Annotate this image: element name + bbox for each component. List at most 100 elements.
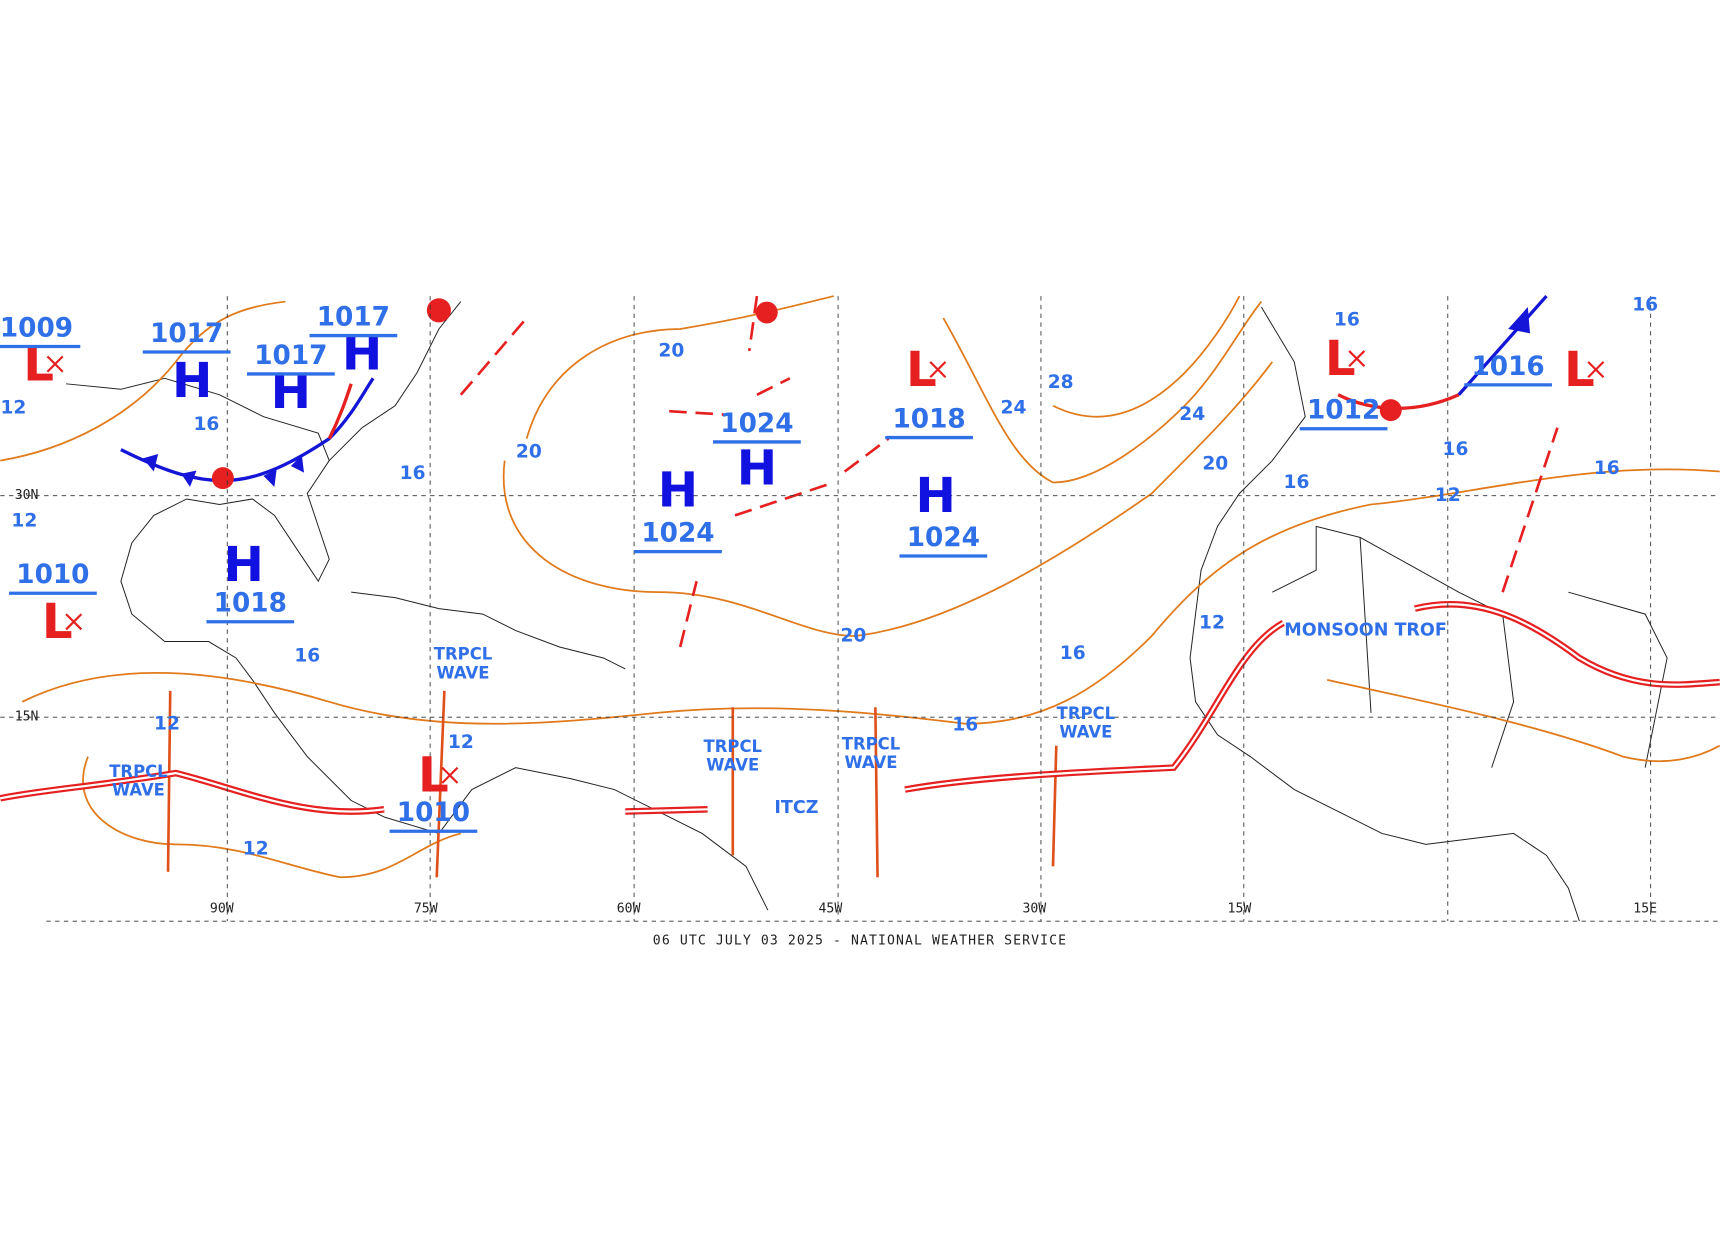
low-symbol: L [418, 748, 449, 804]
longitude-label: 75W [414, 902, 438, 917]
isobar-label: 12 [448, 732, 474, 753]
low-symbol: L [1564, 342, 1595, 398]
central-pressure: 1016 [1471, 352, 1544, 382]
central-pressure: 1024 [720, 409, 793, 439]
isobar-label: 16 [1442, 439, 1468, 460]
low-marker [1348, 350, 1366, 368]
isobar-label: 16 [193, 414, 219, 435]
longitude-label: 30W [1022, 902, 1046, 917]
coastline [328, 301, 462, 461]
central-pressure: 1010 [397, 798, 470, 828]
low-marker [929, 361, 947, 379]
low-symbol: L [906, 342, 937, 398]
feature-label: TRPCL WAVE [1057, 703, 1116, 741]
front-pip [1508, 307, 1531, 334]
warm-front-pip [426, 298, 451, 323]
warm-front [327, 383, 353, 440]
itcz-line [625, 621, 1284, 813]
feature-label: TRPCL WAVE [704, 736, 763, 774]
convergence-zones [0, 601, 1720, 815]
high-symbol: H [224, 537, 264, 593]
central-pressure: 1009 [0, 313, 73, 343]
low-symbol: L [23, 336, 54, 392]
central-pressure: 1024 [641, 519, 714, 549]
central-pressure: 1018 [892, 405, 965, 435]
warm-front-pip [755, 301, 778, 324]
warm-front-pip [211, 467, 234, 490]
central-pressure: 1010 [16, 560, 89, 590]
isobar-label: 16 [1060, 643, 1086, 664]
longitude-label: 15E [1633, 902, 1657, 917]
high-symbol: H [737, 441, 777, 497]
footer: 06 UTC JULY 03 2025 - NATIONAL WEATHER S… [653, 933, 1067, 948]
isobar-label: 24 [1179, 404, 1205, 425]
coastlines [66, 301, 1668, 922]
coastline [66, 377, 385, 818]
longitude-label: 60W [617, 902, 641, 917]
isobar-label: 20 [1202, 453, 1228, 474]
central-pressure: 1012 [1307, 396, 1380, 426]
longitude-label: 90W [210, 902, 234, 917]
low-marker [46, 355, 64, 373]
high-symbol: H [342, 325, 382, 381]
isobar-label: 16 [1283, 472, 1309, 493]
isobar [1052, 295, 1241, 418]
high-symbol: H [915, 468, 955, 524]
monsoon-trough [0, 769, 385, 815]
isobar [0, 300, 286, 462]
coastline [351, 591, 626, 670]
isobar-label: 12 [1435, 485, 1461, 506]
cold-front [120, 377, 375, 483]
isobar-label: 24 [1001, 397, 1027, 418]
longitude-label: 15W [1228, 902, 1252, 917]
latitude-label: 30N [15, 488, 39, 503]
low-marker [441, 766, 459, 784]
coastline [383, 767, 769, 911]
isobar-label: 16 [1632, 294, 1658, 315]
central-pressure: 1017 [317, 303, 390, 333]
isobar-label: 16 [294, 645, 320, 666]
tropical-waves [166, 690, 1058, 878]
high-symbol: H [271, 364, 311, 420]
isobars [0, 295, 1720, 879]
isobar-label: 28 [1048, 372, 1074, 393]
feature-label: TRPCL WAVE [434, 644, 493, 682]
labels: 90W 75W 60W 45W 30W 15W 15E30N15NL1009H1017H10… [0, 294, 1720, 922]
warm-front-pip [1379, 399, 1402, 422]
central-pressure: 1024 [907, 523, 980, 553]
isobar [1326, 679, 1720, 763]
central-pressure: 1017 [254, 341, 327, 371]
wave-axis [166, 690, 1058, 878]
trough [459, 295, 1559, 648]
isobar [502, 361, 1274, 637]
low-symbol: L [42, 594, 73, 650]
isobar-label: 20 [840, 626, 866, 647]
monsoon-trough [0, 771, 385, 813]
low-symbol: L [1325, 331, 1356, 387]
isobar-label: 12 [11, 510, 37, 531]
isobar [942, 301, 1263, 484]
isobar [525, 295, 834, 439]
isobar-label: 12 [243, 838, 269, 859]
high-symbol: H [658, 462, 698, 518]
isobar-label: 12 [0, 397, 26, 418]
isobar-label: 12 [154, 713, 180, 734]
cold-front [1457, 294, 1548, 396]
feature-label: TRPCL WAVE [109, 762, 168, 800]
monsoon-trough [1414, 601, 1720, 688]
longitude-label: 45W [819, 902, 843, 917]
feature-label: TRPCL WAVE [842, 734, 901, 772]
isobar [21, 468, 1720, 725]
border [1272, 525, 1668, 768]
isobar-label: 16 [1334, 310, 1360, 331]
isobar-label: 12 [1199, 612, 1225, 633]
isobar-label: 16 [400, 463, 426, 484]
isobar [82, 756, 462, 879]
central-pressure: 1018 [214, 589, 287, 619]
feature-label: ITCZ [774, 798, 818, 818]
fronts [120, 294, 1559, 648]
isobar-label: 16 [1594, 458, 1620, 479]
feature-label: MONSOON TROF [1284, 621, 1447, 641]
